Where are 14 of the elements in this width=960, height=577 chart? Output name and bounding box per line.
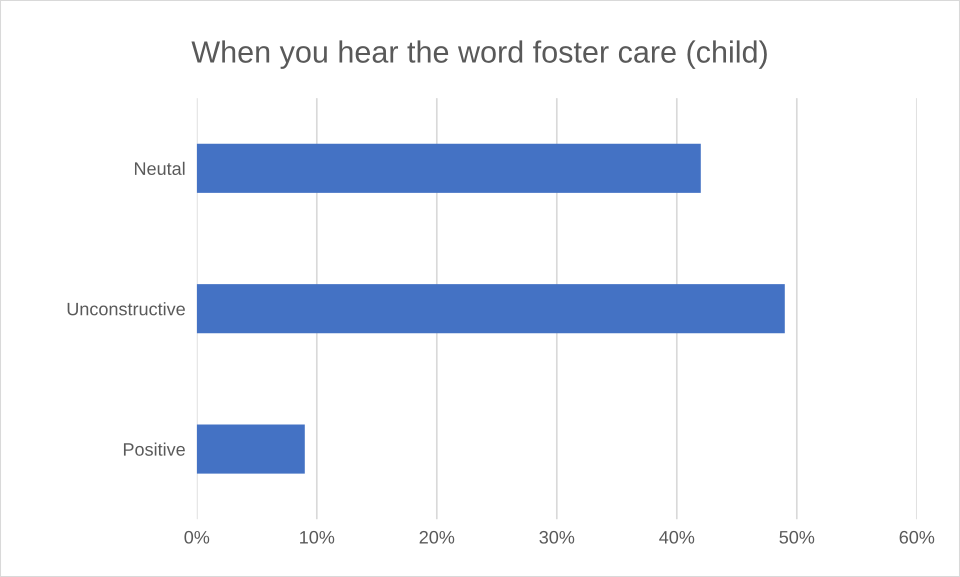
y-tick-label: Unconstructive (68, 302, 185, 316)
x-tick-label: 20% (420, 530, 454, 544)
bar (196, 144, 701, 193)
x-tick-label: 60% (900, 530, 934, 544)
x-tick-label: 10% (300, 530, 334, 544)
bar (196, 424, 305, 474)
bar (196, 284, 785, 334)
x-tick-label: 50% (779, 530, 814, 544)
y-tick-label: Neutal (134, 162, 184, 176)
chart-title: When you hear the word foster care (child) (191, 40, 767, 69)
x-tick-label: 0% (184, 530, 210, 544)
x-tick-label: 30% (539, 530, 574, 544)
y-tick-label: Positive (124, 442, 185, 456)
x-tick-label: 40% (659, 530, 694, 544)
